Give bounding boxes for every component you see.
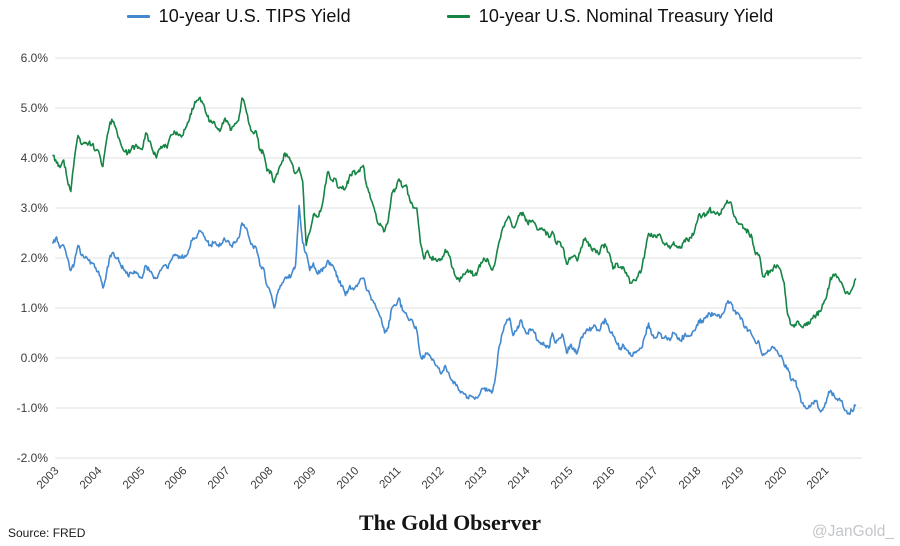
- nominal-line-swatch-icon: [446, 14, 470, 18]
- y-axis-tick-label: 4.0%: [20, 151, 48, 165]
- series-line-nominal: [52, 96, 857, 329]
- y-axis-tick-label: -2.0%: [16, 451, 48, 465]
- y-axis-tick-label: 0.0%: [20, 351, 48, 365]
- y-axis-tick-label: 1.0%: [20, 301, 48, 315]
- legend-item-nominal: 10-year U.S. Nominal Treasury Yield: [446, 5, 774, 27]
- legend-label-nominal: 10-year U.S. Nominal Treasury Yield: [478, 5, 774, 26]
- legend-label-tips: 10-year U.S. TIPS Yield: [158, 5, 351, 26]
- chart-legend: 10-year U.S. TIPS Yield 10-year U.S. Nom…: [0, 3, 900, 29]
- legend-item-tips: 10-year U.S. TIPS Yield: [126, 5, 351, 27]
- y-axis-tick-label: 5.0%: [20, 101, 48, 115]
- series-line-tips: [52, 204, 857, 416]
- y-axis-tick-label: 2.0%: [20, 251, 48, 265]
- source-label: Source: FRED: [8, 526, 86, 540]
- tips-line-swatch-icon: [126, 14, 150, 18]
- y-axis-tick-label: 3.0%: [20, 201, 48, 215]
- y-axis-tick-label: -1.0%: [16, 401, 48, 415]
- watermark-handle: @JanGold_: [811, 523, 894, 540]
- y-axis-tick-label: 6.0%: [20, 51, 48, 65]
- chart-title: The Gold Observer: [358, 510, 542, 535]
